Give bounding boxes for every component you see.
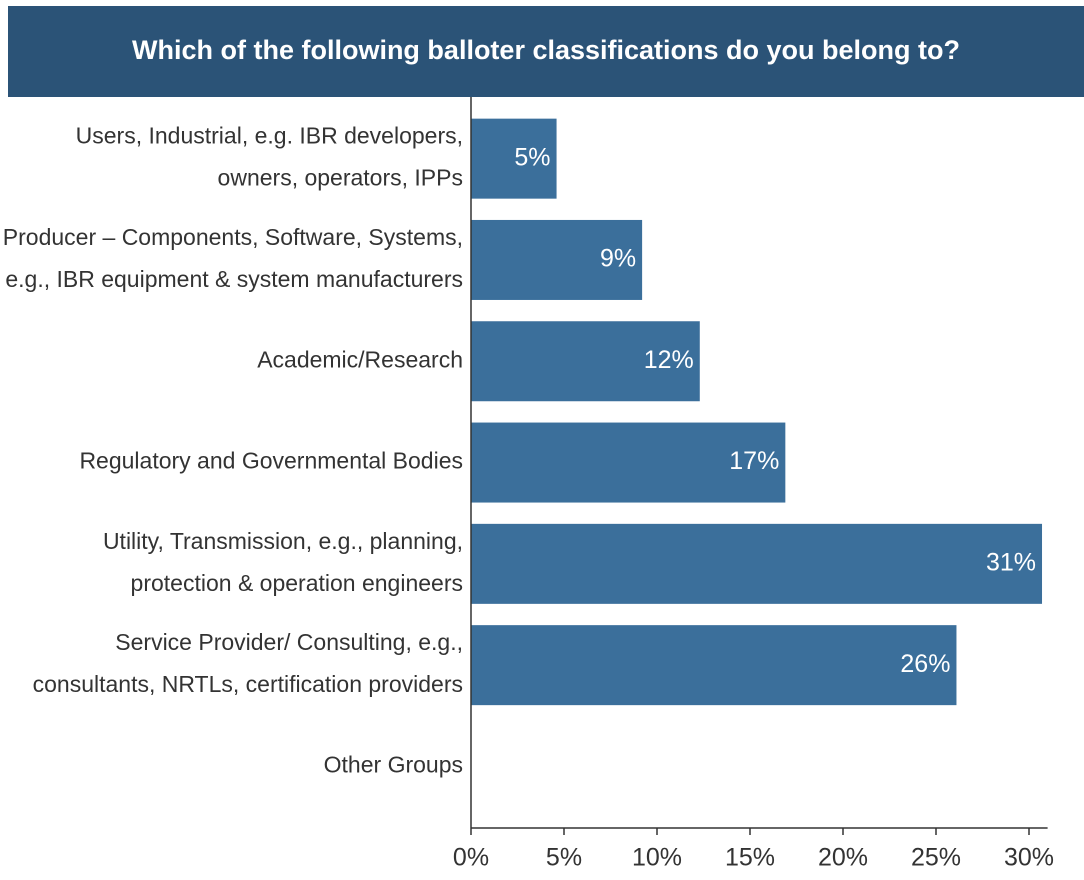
category-label: Service Provider/ Consulting, e.g.,	[115, 629, 463, 655]
category-label: Producer – Components, Software, Systems…	[3, 224, 463, 250]
bar	[471, 321, 700, 402]
bar	[471, 118, 557, 199]
x-tick-label: 0%	[453, 844, 489, 872]
value-label: 5%	[514, 143, 550, 171]
category-label: protection & operation engineers	[131, 570, 463, 596]
category-label: owners, operators, IPPs	[218, 165, 463, 191]
title-band	[8, 6, 1084, 97]
value-label: 9%	[600, 245, 636, 273]
x-tick-label: 5%	[546, 844, 582, 872]
category-label: Academic/Research	[257, 346, 463, 372]
x-tick-label: 10%	[632, 844, 682, 872]
category-label: e.g., IBR equipment & system manufacture…	[5, 266, 463, 292]
value-label: 12%	[644, 346, 694, 374]
bar	[471, 422, 786, 503]
x-tick-label: 30%	[1004, 844, 1054, 872]
category-label: Utility, Transmission, e.g., planning,	[103, 528, 463, 554]
value-label: 31%	[986, 548, 1036, 576]
category-label: consultants, NRTLs, certification provid…	[33, 671, 463, 697]
value-label: 26%	[900, 650, 950, 678]
category-label: Users, Industrial, e.g. IBR developers,	[76, 123, 463, 149]
x-tick-label: 25%	[911, 844, 961, 872]
value-label: 17%	[729, 447, 779, 475]
x-tick-label: 15%	[725, 844, 775, 872]
x-tick-label: 20%	[818, 844, 868, 872]
category-label: Regulatory and Governmental Bodies	[79, 448, 463, 474]
bar	[471, 219, 643, 300]
bar	[471, 625, 957, 706]
chart-title: Which of the following balloter classifi…	[132, 35, 960, 65]
bar	[471, 523, 1043, 604]
category-label: Other Groups	[324, 752, 463, 778]
